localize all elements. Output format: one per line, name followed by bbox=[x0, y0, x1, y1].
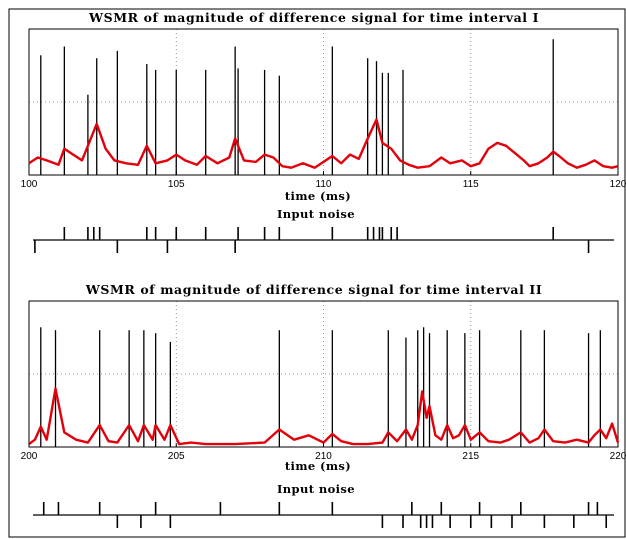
x-tick-label: 210 bbox=[315, 451, 332, 462]
figure-border bbox=[8, 8, 626, 538]
input-noise-title: Input noise bbox=[277, 207, 355, 221]
x-axis-ticks-1: 100 105 110 115 120 bbox=[21, 171, 626, 190]
envelope-line-2 bbox=[28, 387, 620, 446]
panel-interval-1: WSMR of magnitude of difference signal f… bbox=[21, 10, 626, 203]
x-tick-label: 205 bbox=[168, 451, 185, 462]
chart-title-2: WSMR of magnitude of difference signal f… bbox=[85, 282, 543, 297]
input-noise-strip-2: Input noise bbox=[33, 482, 614, 528]
x-tick-label: 200 bbox=[21, 451, 38, 462]
input-noise-strip-1: Input noise bbox=[33, 207, 614, 253]
envelope-line-1 bbox=[28, 118, 619, 169]
x-tick-label: 115 bbox=[463, 179, 479, 190]
input-noise-title: Input noise bbox=[277, 482, 355, 496]
panel-interval-2: WSMR of magnitude of difference signal f… bbox=[21, 282, 626, 473]
x-tick-label: 120 bbox=[610, 179, 626, 190]
x-axis-label-1: time (ms) bbox=[285, 189, 351, 203]
gridlines-2 bbox=[29, 301, 618, 447]
chart-title-1: WSMR of magnitude of difference signal f… bbox=[88, 10, 539, 25]
x-tick-label: 220 bbox=[610, 451, 626, 462]
x-tick-label: 215 bbox=[462, 451, 479, 462]
x-axis-label-2: time (ms) bbox=[285, 459, 351, 473]
x-tick-label: 105 bbox=[168, 179, 185, 190]
x-tick-label: 110 bbox=[316, 179, 332, 190]
x-axis-ticks-2: 200 205 210 215 220 bbox=[21, 443, 626, 462]
x-tick-label: 100 bbox=[21, 179, 38, 190]
